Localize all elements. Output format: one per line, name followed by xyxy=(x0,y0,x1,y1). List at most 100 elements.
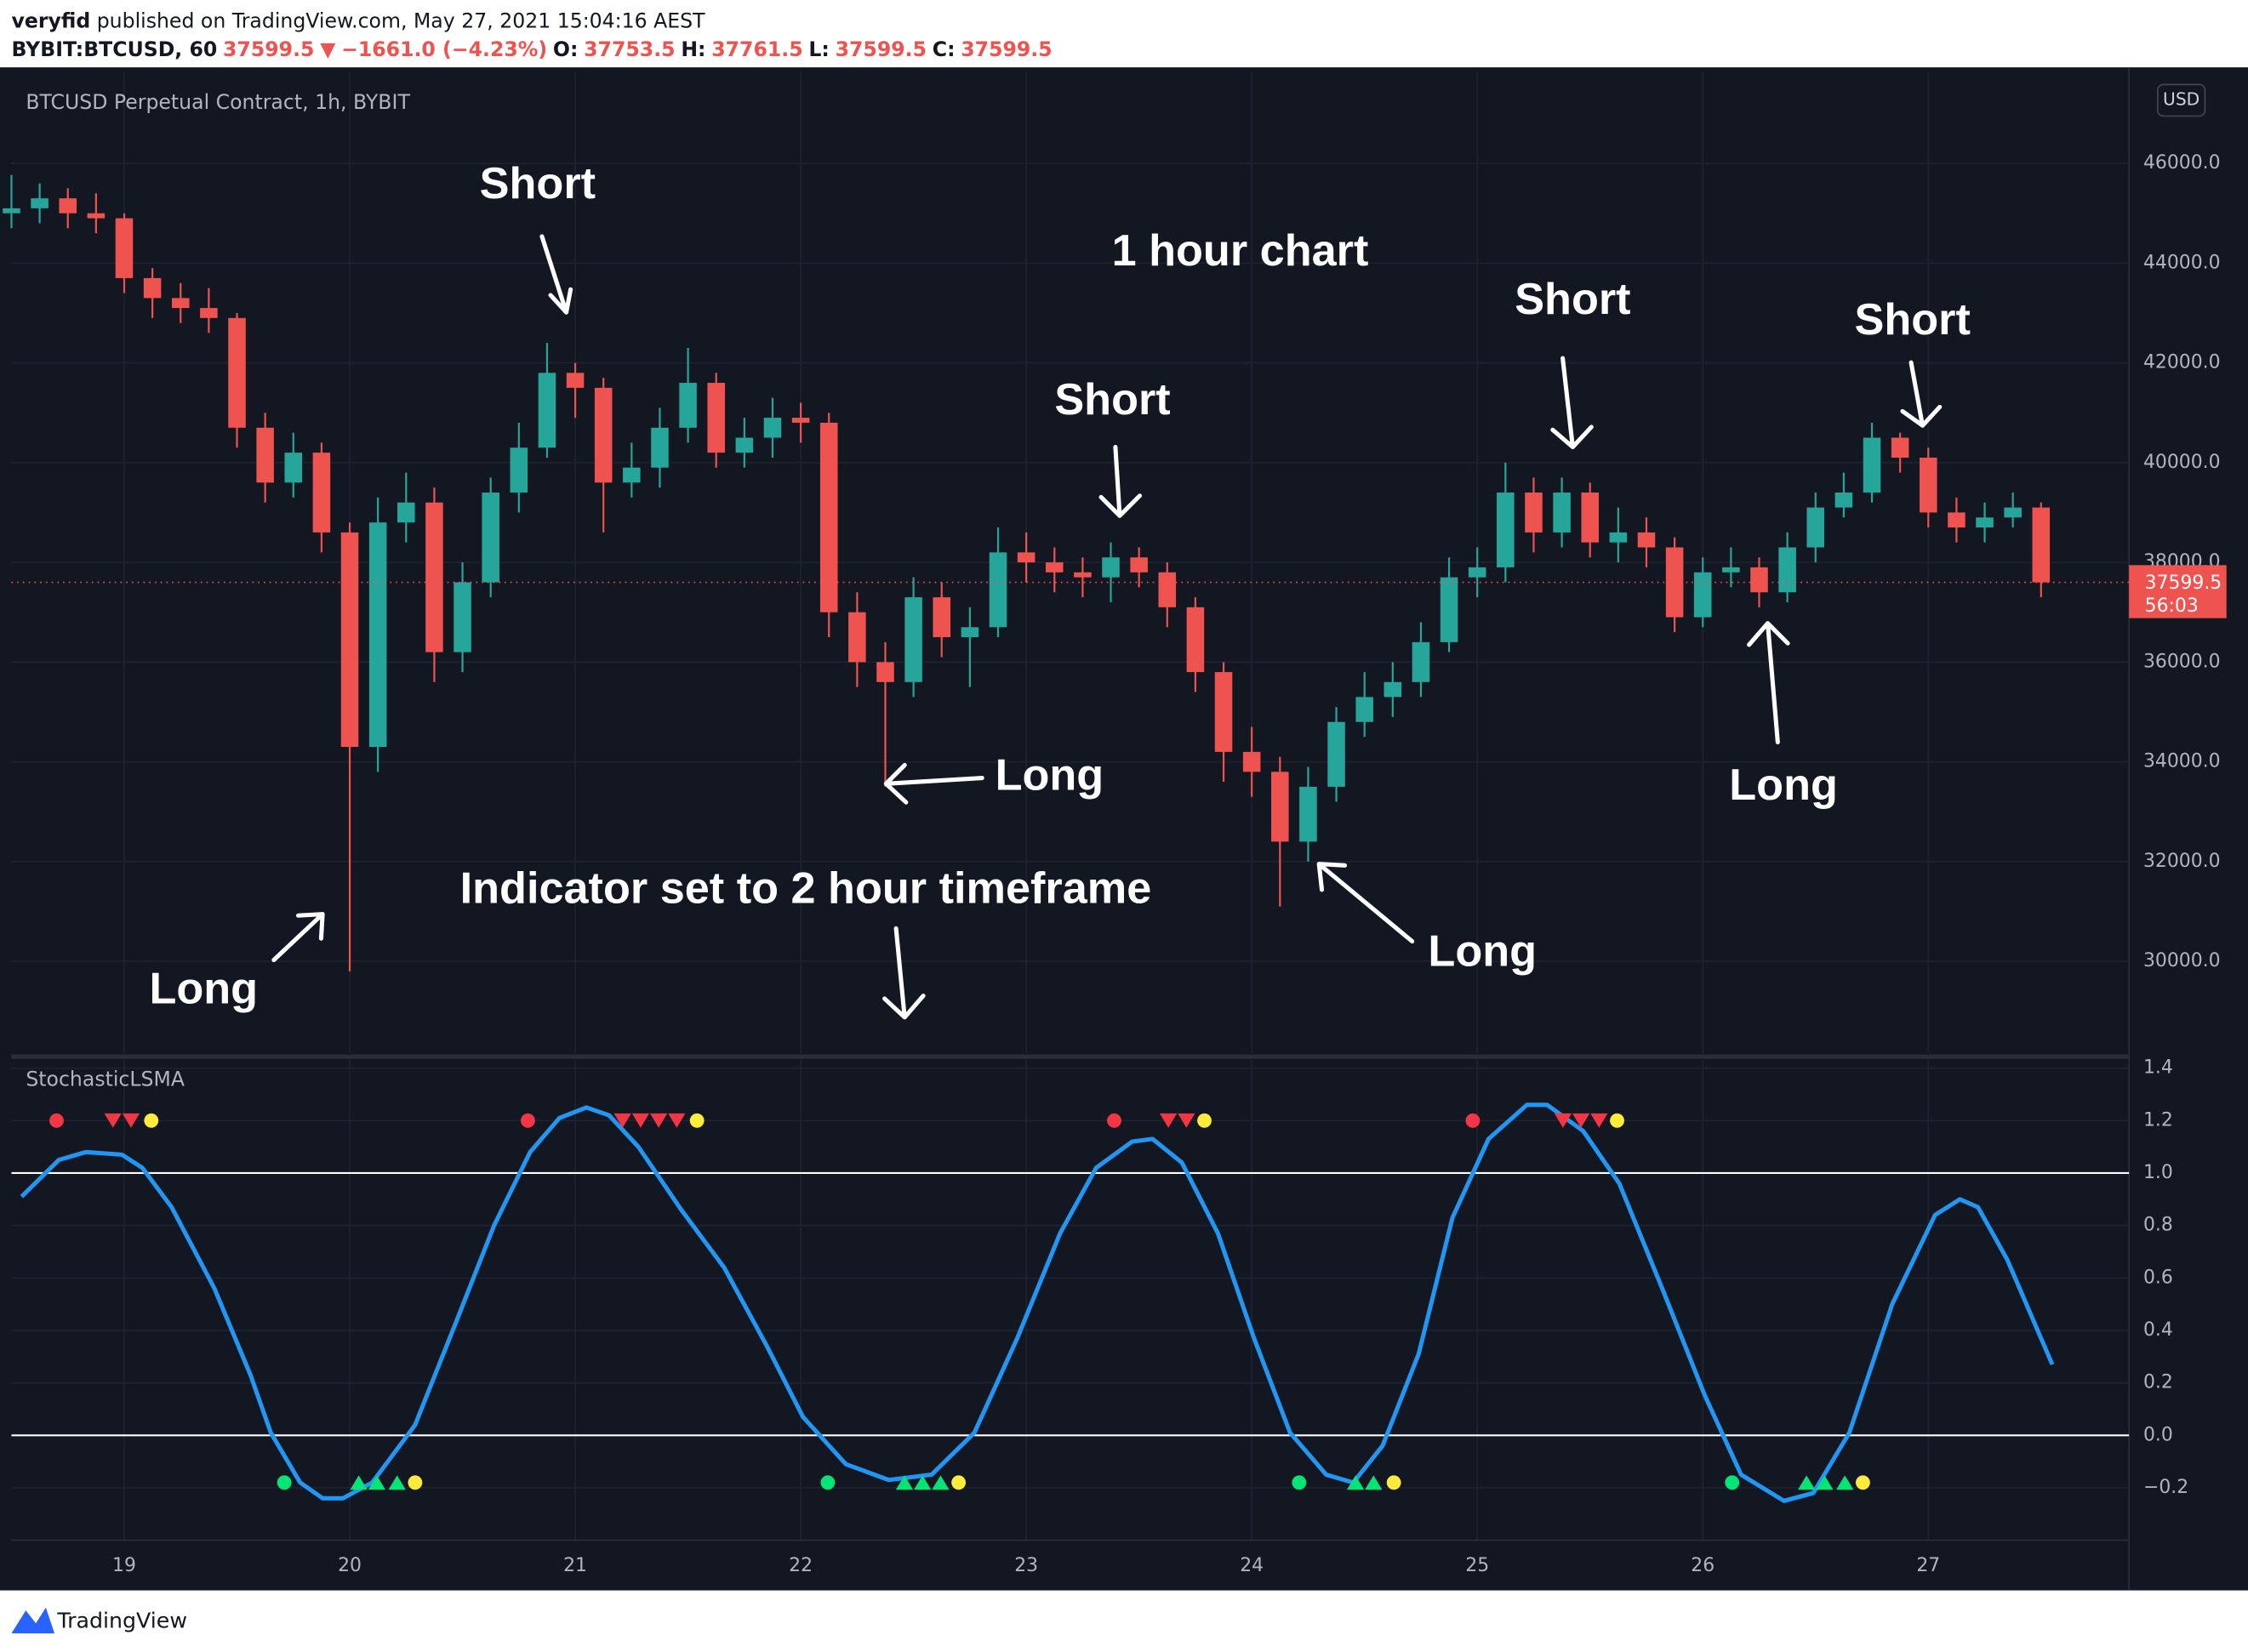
candle-body xyxy=(256,427,274,483)
price-tag xyxy=(2129,565,2227,618)
candle-body xyxy=(87,213,106,219)
y-tick-label: 0.4 xyxy=(2143,1319,2173,1341)
currency-button[interactable] xyxy=(2157,83,2206,117)
candle-body xyxy=(171,298,190,309)
signal-dot xyxy=(144,1113,159,1128)
signal-dot xyxy=(1725,1475,1740,1490)
signal-triangle xyxy=(613,1113,631,1128)
annotation: Short xyxy=(1515,275,1630,324)
y-tick-label: 44000.0 xyxy=(2143,252,2221,273)
y-tick-label: 40000.0 xyxy=(2143,452,2221,473)
quote-item: −1661.0 (−4.23%) xyxy=(341,37,547,60)
candle-body xyxy=(623,467,641,483)
candle-body xyxy=(791,418,810,423)
y-tick-label: 0.8 xyxy=(2143,1215,2173,1236)
candle-body xyxy=(1553,493,1571,533)
quote-item: C: xyxy=(933,37,956,60)
logo-text: TradingView xyxy=(56,1609,187,1633)
currency[interactable]: USD xyxy=(2163,88,2200,109)
chart-background xyxy=(0,67,2248,1591)
candle-body xyxy=(1693,572,1712,618)
signal-triangle xyxy=(350,1475,368,1490)
y-tick-label: 0.6 xyxy=(2143,1267,2173,1288)
x-tick-label: 25 xyxy=(1465,1555,1489,1576)
signal-triangle xyxy=(1554,1113,1572,1128)
x-tick-label: 20 xyxy=(338,1555,362,1576)
candle-body xyxy=(1271,772,1289,842)
candle-body xyxy=(1327,721,1345,787)
logo-icon xyxy=(11,1607,55,1634)
candle-body xyxy=(1525,493,1543,533)
signal-triangle xyxy=(388,1475,406,1490)
candle-body xyxy=(1045,562,1064,573)
candle-body xyxy=(735,437,754,453)
x-tick-label: 27 xyxy=(1916,1555,1940,1576)
annotation: Short xyxy=(1855,295,1971,345)
quote-item: BYBIT:BTCUSD, 60 xyxy=(11,37,217,60)
signal-triangle xyxy=(1365,1475,1383,1490)
signal-triangle xyxy=(1798,1475,1816,1490)
candle-body xyxy=(1440,577,1458,642)
signal-dot xyxy=(1386,1475,1401,1490)
quote-item: H: xyxy=(681,37,705,60)
candle-body xyxy=(707,383,725,453)
signal-triangle xyxy=(631,1113,650,1128)
annotation: Short xyxy=(1054,375,1170,424)
candle-body xyxy=(1750,567,1768,593)
signal-dot xyxy=(520,1113,535,1128)
candle-body xyxy=(1609,532,1628,543)
signal-triangle xyxy=(1346,1475,1365,1490)
y-tick-label: 1.2 xyxy=(2143,1109,2173,1131)
x-tick-label: 26 xyxy=(1691,1555,1715,1576)
candle-body xyxy=(454,582,471,652)
signal-triangle xyxy=(932,1475,950,1490)
candle-body xyxy=(3,208,20,214)
signal-triangle xyxy=(1159,1113,1178,1128)
signal-triangle xyxy=(1836,1475,1854,1490)
candle-body xyxy=(763,418,782,438)
candle-body xyxy=(679,383,697,428)
signal-dot xyxy=(1855,1475,1870,1490)
arrow xyxy=(1747,621,1790,744)
candle-body xyxy=(368,522,387,748)
marks xyxy=(3,174,2130,1503)
candle-body xyxy=(989,552,1007,628)
y-tick-label: 42000.0 xyxy=(2143,352,2221,373)
x-tick-label: 22 xyxy=(789,1555,813,1576)
candle-body xyxy=(1214,672,1233,752)
quote-item: 37753.5 xyxy=(584,37,675,60)
annotation: Indicator set to 2 hour timeframe xyxy=(460,863,1152,913)
candle-body xyxy=(904,597,922,682)
candle-body xyxy=(1637,532,1656,548)
quote-item: 37599.5 xyxy=(836,37,927,60)
annotations: Short 1 hour chart Short Short Short Lon… xyxy=(149,159,1971,1020)
signal-triangle xyxy=(368,1475,385,1490)
y-tick-label: −0.2 xyxy=(2143,1477,2188,1498)
quote-item: 37599.5 xyxy=(961,37,1052,60)
annotation: 1 hour chart xyxy=(1112,226,1369,276)
signal-triangle xyxy=(895,1475,914,1490)
candle-body xyxy=(1863,437,1881,493)
price-tag-value: 37599.5 xyxy=(2145,573,2222,594)
quote-item: 37599.5 xyxy=(223,37,314,60)
y-tick-label: 30000.0 xyxy=(2143,950,2221,971)
y-tick-label: 36000.0 xyxy=(2143,651,2221,672)
candle-body xyxy=(651,427,669,468)
indicator-title: StochasticLSMA xyxy=(26,1067,185,1091)
user: veryfid xyxy=(11,9,90,32)
candle-body xyxy=(538,373,556,448)
quote-item: L: xyxy=(808,37,829,60)
candle-body xyxy=(2032,507,2051,583)
candle-body xyxy=(1074,572,1092,578)
candle-body xyxy=(1186,607,1205,673)
x-tick-label: 23 xyxy=(1014,1555,1038,1576)
candle-body xyxy=(594,387,613,483)
candle-body xyxy=(1102,557,1120,578)
arrow xyxy=(882,926,926,1020)
signal-triangle xyxy=(1572,1113,1590,1128)
candle-body xyxy=(1834,493,1853,508)
arrow xyxy=(1900,360,1943,428)
arrow xyxy=(1316,862,1415,944)
signal-triangle xyxy=(104,1113,122,1128)
y-tick-label: 34000.0 xyxy=(2143,751,2221,772)
